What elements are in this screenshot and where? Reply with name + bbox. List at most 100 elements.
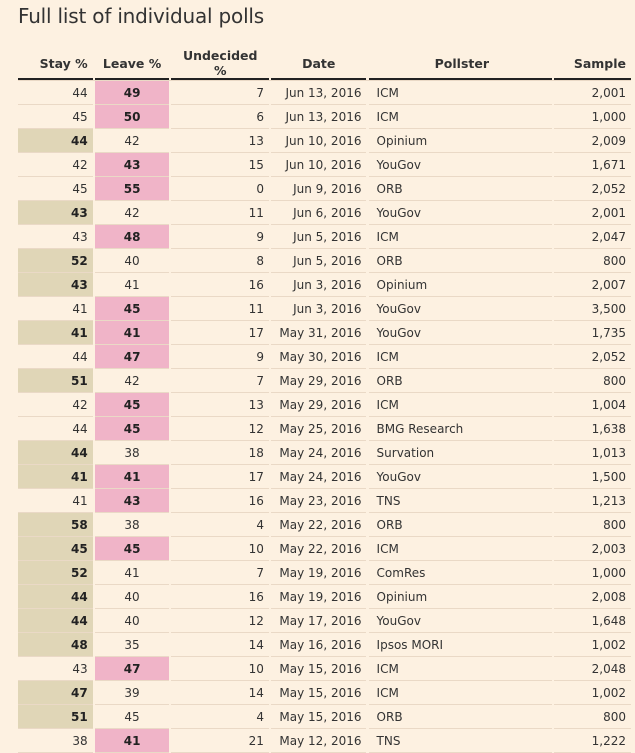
date-cell: May 15, 2016 bbox=[271, 681, 367, 705]
date-cell: May 29, 2016 bbox=[271, 369, 367, 393]
sample-cell: 800 bbox=[554, 249, 631, 273]
leave-cell: 40 bbox=[94, 585, 170, 609]
stay-cell: 44 bbox=[18, 609, 93, 633]
date-cell: Jun 13, 2016 bbox=[271, 80, 367, 105]
pollster-cell: YouGov bbox=[368, 153, 553, 177]
stay-cell: 51 bbox=[18, 705, 93, 729]
date-cell: Jun 3, 2016 bbox=[271, 273, 367, 297]
undecided-cell: 12 bbox=[171, 609, 269, 633]
table-row: 51 42 7 May 29, 2016 ORB 800 bbox=[18, 369, 631, 393]
table-row: 41 41 17 May 31, 2016 YouGov 1,735 bbox=[18, 321, 631, 345]
stay-cell: 52 bbox=[18, 561, 93, 585]
column-gap bbox=[268, 80, 272, 105]
pollster-cell: YouGov bbox=[368, 465, 553, 489]
table-row: 44 47 9 May 30, 2016 ICM 2,052 bbox=[18, 345, 631, 369]
undecided-cell: 10 bbox=[171, 657, 269, 681]
sample-cell: 1,002 bbox=[554, 633, 631, 657]
pollster-cell: ICM bbox=[368, 345, 553, 369]
sample-cell: 2,007 bbox=[554, 273, 631, 297]
stay-cell: 41 bbox=[18, 321, 93, 345]
sample-cell: 1,638 bbox=[554, 417, 631, 441]
page-title: Full list of individual polls bbox=[18, 4, 265, 28]
table-row: 42 45 13 May 29, 2016 ICM 1,004 bbox=[18, 393, 631, 417]
leave-cell: 49 bbox=[94, 80, 170, 105]
leave-cell: 45 bbox=[94, 393, 170, 417]
date-cell: May 29, 2016 bbox=[271, 393, 367, 417]
table-row: 58 38 4 May 22, 2016 ORB 800 bbox=[18, 513, 631, 537]
sample-cell: 1,500 bbox=[554, 465, 631, 489]
undecided-cell: 14 bbox=[171, 633, 269, 657]
stay-cell: 45 bbox=[18, 105, 93, 129]
table-row: 45 55 0 Jun 9, 2016 ORB 2,052 bbox=[18, 177, 631, 201]
stay-cell: 48 bbox=[18, 633, 93, 657]
sample-cell: 1,735 bbox=[554, 321, 631, 345]
leave-cell: 41 bbox=[94, 321, 170, 345]
table-row: 48 35 14 May 16, 2016 Ipsos MORI 1,002 bbox=[18, 633, 631, 657]
stay-cell: 51 bbox=[18, 369, 93, 393]
column-header-leave: Leave % bbox=[94, 48, 170, 80]
table-row: 44 42 13 Jun 10, 2016 Opinium 2,009 bbox=[18, 129, 631, 153]
leave-cell: 38 bbox=[94, 513, 170, 537]
column-gap bbox=[366, 80, 369, 105]
stay-cell: 44 bbox=[18, 585, 93, 609]
sample-cell: 1,013 bbox=[554, 441, 631, 465]
sample-cell: 2,001 bbox=[554, 80, 631, 105]
sample-cell: 1,000 bbox=[554, 105, 631, 129]
leave-cell: 47 bbox=[94, 657, 170, 681]
stay-cell: 44 bbox=[18, 80, 93, 105]
date-cell: May 30, 2016 bbox=[271, 345, 367, 369]
pollster-cell: Ipsos MORI bbox=[368, 633, 553, 657]
undecided-cell: 16 bbox=[171, 489, 269, 513]
stay-cell: 41 bbox=[18, 465, 93, 489]
undecided-cell: 16 bbox=[171, 273, 269, 297]
undecided-cell: 16 bbox=[171, 585, 269, 609]
pollster-cell: BMG Research bbox=[368, 417, 553, 441]
stay-cell: 42 bbox=[18, 153, 93, 177]
leave-cell: 42 bbox=[94, 369, 170, 393]
undecided-cell: 9 bbox=[171, 345, 269, 369]
pollster-cell: TNS bbox=[368, 729, 553, 753]
table-row: 52 40 8 Jun 5, 2016 ORB 800 bbox=[18, 249, 631, 273]
table-row: 43 41 16 Jun 3, 2016 Opinium 2,007 bbox=[18, 273, 631, 297]
date-cell: Jun 10, 2016 bbox=[271, 129, 367, 153]
sample-cell: 1,222 bbox=[554, 729, 631, 753]
undecided-cell: 12 bbox=[171, 417, 269, 441]
sample-cell: 800 bbox=[554, 369, 631, 393]
date-cell: Jun 13, 2016 bbox=[271, 105, 367, 129]
stay-cell: 45 bbox=[18, 177, 93, 201]
column-header-date: Date bbox=[271, 48, 367, 80]
stay-cell: 38 bbox=[18, 729, 93, 753]
undecided-cell: 11 bbox=[171, 201, 269, 225]
undecided-cell: 4 bbox=[171, 513, 269, 537]
sample-cell: 2,052 bbox=[554, 345, 631, 369]
leave-cell: 42 bbox=[94, 201, 170, 225]
leave-cell: 55 bbox=[94, 177, 170, 201]
leave-cell: 45 bbox=[94, 297, 170, 321]
undecided-cell: 13 bbox=[171, 129, 269, 153]
stay-cell: 43 bbox=[18, 225, 93, 249]
table-row: 41 43 16 May 23, 2016 TNS 1,213 bbox=[18, 489, 631, 513]
leave-cell: 43 bbox=[94, 489, 170, 513]
table-row: 41 45 11 Jun 3, 2016 YouGov 3,500 bbox=[18, 297, 631, 321]
table-row: 47 39 14 May 15, 2016 ICM 1,002 bbox=[18, 681, 631, 705]
pollster-cell: YouGov bbox=[368, 201, 553, 225]
table-row: 42 43 15 Jun 10, 2016 YouGov 1,671 bbox=[18, 153, 631, 177]
pollster-cell: ICM bbox=[368, 225, 553, 249]
table-body: 44 49 7 Jun 13, 2016 ICM 2,001 45 50 6 Jun 13, 20… bbox=[18, 80, 631, 753]
pollster-cell: ICM bbox=[368, 537, 553, 561]
pollster-cell: YouGov bbox=[368, 321, 553, 345]
date-cell: May 19, 2016 bbox=[271, 561, 367, 585]
date-cell: Jun 9, 2016 bbox=[271, 177, 367, 201]
date-cell: May 23, 2016 bbox=[271, 489, 367, 513]
table-row: 51 45 4 May 15, 2016 ORB 800 bbox=[18, 705, 631, 729]
sample-cell: 800 bbox=[554, 513, 631, 537]
column-gap bbox=[552, 80, 555, 105]
sample-cell: 1,671 bbox=[554, 153, 631, 177]
undecided-cell: 17 bbox=[171, 465, 269, 489]
undecided-cell: 17 bbox=[171, 321, 269, 345]
pollster-cell: Opinium bbox=[368, 585, 553, 609]
column-gap bbox=[92, 80, 95, 105]
stay-cell: 41 bbox=[18, 489, 93, 513]
undecided-cell: 21 bbox=[171, 729, 269, 753]
date-cell: May 22, 2016 bbox=[271, 513, 367, 537]
